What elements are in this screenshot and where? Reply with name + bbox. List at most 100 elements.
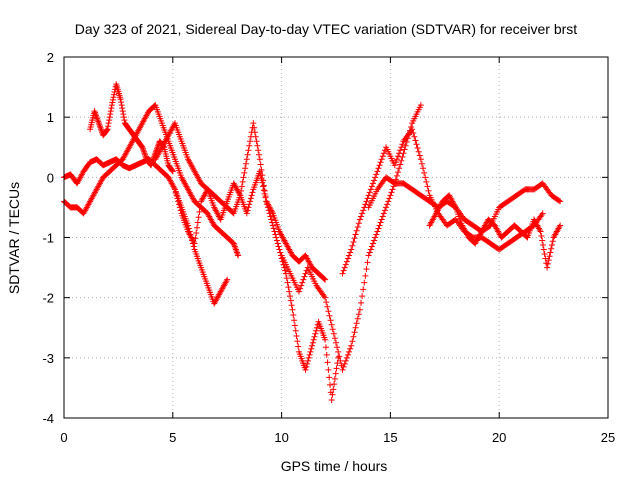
data-point <box>258 175 265 182</box>
data-point <box>340 267 347 274</box>
data-point <box>307 348 314 355</box>
x-tick-label: 0 <box>60 430 67 445</box>
data-point <box>256 151 263 158</box>
data-point <box>240 174 247 181</box>
data-point <box>351 329 358 336</box>
data-point <box>322 336 329 343</box>
data-point <box>412 137 419 144</box>
data-point <box>196 208 203 215</box>
data-point <box>270 225 277 232</box>
data-point <box>422 174 429 181</box>
data-point <box>262 194 269 201</box>
data-point <box>537 228 544 235</box>
data-point <box>381 207 388 214</box>
data-point <box>323 299 330 306</box>
data-point <box>192 235 199 242</box>
data-point <box>365 252 372 259</box>
data-point <box>177 207 184 214</box>
data-point <box>269 219 276 226</box>
data-point <box>556 197 563 204</box>
data-point <box>300 276 307 283</box>
data-point <box>251 124 258 131</box>
data-point <box>340 363 347 370</box>
data-point <box>344 255 351 262</box>
data-point <box>368 243 375 250</box>
plot-frame <box>63 56 609 419</box>
data-point <box>120 111 127 118</box>
data-point <box>392 159 399 166</box>
data-point <box>362 272 369 279</box>
data-point <box>322 276 329 283</box>
data-point <box>414 145 421 152</box>
data-point <box>260 187 267 194</box>
data-point <box>413 141 420 148</box>
data-point <box>375 165 382 172</box>
data-point <box>110 94 117 101</box>
data-point <box>547 249 554 256</box>
data-point <box>312 330 319 337</box>
data-point <box>252 133 259 140</box>
series-satellite-track-3 <box>61 102 242 259</box>
data-point <box>271 228 278 235</box>
data-point <box>303 363 310 370</box>
data-point <box>224 276 231 283</box>
data-point <box>322 344 329 351</box>
data-point <box>379 213 386 220</box>
data-point <box>420 165 427 172</box>
series-satellite-track-5 <box>171 168 342 403</box>
data-point <box>349 338 356 345</box>
data-point <box>539 237 546 244</box>
data-point <box>363 198 370 205</box>
data-point <box>108 105 115 112</box>
data-point <box>347 345 354 352</box>
data-point <box>368 183 375 190</box>
data-point <box>369 180 376 187</box>
data-point <box>373 171 380 178</box>
data-point <box>247 195 254 202</box>
data-point <box>246 201 253 208</box>
data-point <box>176 204 183 211</box>
data-point <box>325 308 332 315</box>
data-point <box>249 189 256 196</box>
data-point <box>359 293 366 300</box>
data-point <box>389 186 396 193</box>
data-point <box>272 231 279 238</box>
data-point <box>302 366 309 373</box>
data-point <box>411 133 418 140</box>
data-point <box>288 302 295 309</box>
data-point <box>377 159 384 166</box>
data-point <box>333 339 339 346</box>
data-point <box>342 261 349 268</box>
y-tick-label: -2 <box>42 291 54 306</box>
data-point <box>118 102 125 109</box>
data-point <box>353 227 360 234</box>
data-point <box>385 198 392 205</box>
data-point <box>362 201 369 208</box>
x-tick-label: 10 <box>274 430 288 445</box>
data-point <box>395 153 402 160</box>
data-point <box>309 342 316 349</box>
data-point <box>326 312 333 319</box>
data-point <box>109 96 116 103</box>
data-point <box>259 179 266 186</box>
data-point <box>363 266 370 273</box>
series-satellite-track-8 <box>365 174 564 235</box>
data-point <box>103 126 110 133</box>
data-point <box>354 315 361 322</box>
data-point <box>175 198 182 205</box>
data-point <box>327 381 334 388</box>
data-point <box>321 275 328 282</box>
data-point <box>169 167 176 174</box>
data-point <box>371 177 378 184</box>
data-point <box>245 204 252 211</box>
data-point <box>417 156 424 163</box>
data-point <box>374 228 381 235</box>
data-point <box>486 223 493 230</box>
data-point <box>350 333 357 340</box>
data-point <box>195 214 202 221</box>
y-tick-label: -1 <box>42 231 54 246</box>
data-point <box>384 201 391 208</box>
data-point <box>541 251 548 258</box>
data-point <box>118 99 125 106</box>
data-point <box>322 294 329 301</box>
